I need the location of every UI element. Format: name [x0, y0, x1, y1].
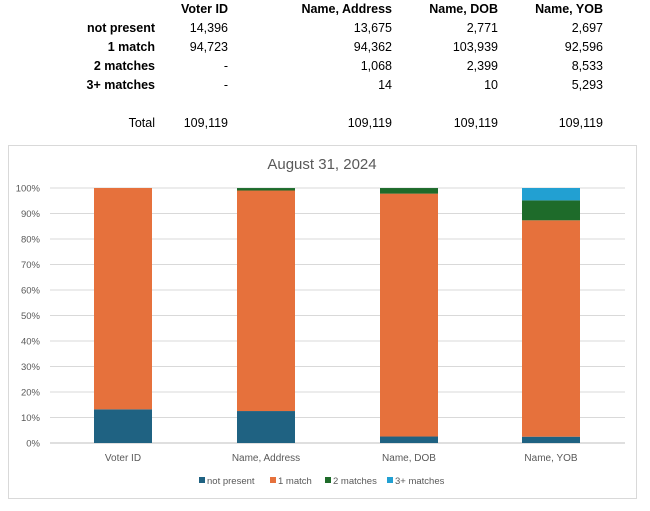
row-label: 3+ matches: [86, 78, 155, 92]
table-cell: 109,119: [183, 116, 228, 130]
x-tick-label: Name, Address: [232, 453, 300, 464]
row-label: 1 match: [107, 40, 155, 54]
bar-segment-1-match: [94, 188, 152, 410]
table-cell: 8,533: [571, 59, 603, 73]
row-label: Total: [128, 116, 155, 130]
y-tick-label: 40%: [21, 337, 41, 348]
x-tick-label: Name, YOB: [524, 453, 577, 464]
table-cell: -: [223, 78, 228, 92]
legend-label: 2 matches: [333, 476, 377, 487]
table-cell: -: [223, 59, 228, 73]
table-cell: 2,399: [466, 59, 498, 73]
bar-segment-2-matches: [237, 188, 295, 191]
y-tick-label: 70%: [21, 260, 41, 271]
table-cell: 109,119: [558, 116, 603, 130]
table-cell: 94,723: [189, 40, 228, 54]
table-cell: 1,068: [360, 59, 392, 73]
bar-segment-not-present: [94, 409, 152, 443]
column-header: Voter ID: [181, 2, 228, 16]
y-tick-label: 50%: [21, 311, 41, 322]
legend-swatch: [270, 477, 276, 483]
bar-segment-1-match: [380, 193, 438, 437]
bar-segment-1-match: [522, 220, 580, 437]
bar-segment-1-match: [237, 190, 295, 412]
bar-segment-not-present: [380, 436, 438, 443]
bar-segment-not-present: [522, 436, 580, 443]
y-tick-label: 0%: [26, 439, 40, 450]
table-cell: 94,362: [353, 40, 392, 54]
column-header: Name, Address: [301, 2, 392, 16]
legend-swatch: [325, 477, 331, 483]
y-tick-label: 20%: [21, 388, 41, 399]
y-tick-label: 100%: [16, 184, 41, 195]
table-cell: 13,675: [353, 21, 392, 35]
y-tick-label: 30%: [21, 362, 41, 373]
row-label: 2 matches: [93, 59, 155, 73]
legend-label: 1 match: [278, 476, 312, 487]
table-cell: 10: [484, 78, 498, 92]
x-tick-label: Name, DOB: [382, 453, 436, 464]
table-cell: 14: [378, 78, 392, 92]
legend-label: 3+ matches: [395, 476, 445, 487]
table-cell: 2,697: [571, 21, 603, 35]
table-cell: 2,771: [466, 21, 498, 35]
table-cell: 109,119: [347, 116, 392, 130]
table-cell: 92,596: [564, 40, 603, 54]
table-cell: 109,119: [453, 116, 498, 130]
bar-segment-not-present: [237, 411, 295, 443]
bar-segment-2-matches: [380, 188, 438, 194]
column-header: Name, DOB: [429, 2, 498, 16]
bar-segment-3-matches: [522, 188, 580, 201]
table-cell: 5,293: [571, 78, 603, 92]
legend-swatch: [199, 477, 205, 483]
y-tick-label: 10%: [21, 413, 41, 424]
y-tick-label: 60%: [21, 286, 41, 297]
bar-segment-2-matches: [522, 200, 580, 221]
y-tick-label: 90%: [21, 209, 41, 220]
row-label: not present: [86, 21, 155, 35]
table-cell: 14,396: [189, 21, 228, 35]
legend-label: not present: [207, 476, 255, 487]
y-tick-label: 80%: [21, 235, 41, 246]
chart-title: August 31, 2024: [267, 156, 376, 173]
column-header: Name, YOB: [535, 2, 603, 16]
legend-swatch: [387, 477, 393, 483]
x-tick-label: Voter ID: [105, 453, 141, 464]
table-cell: 103,939: [452, 40, 498, 54]
